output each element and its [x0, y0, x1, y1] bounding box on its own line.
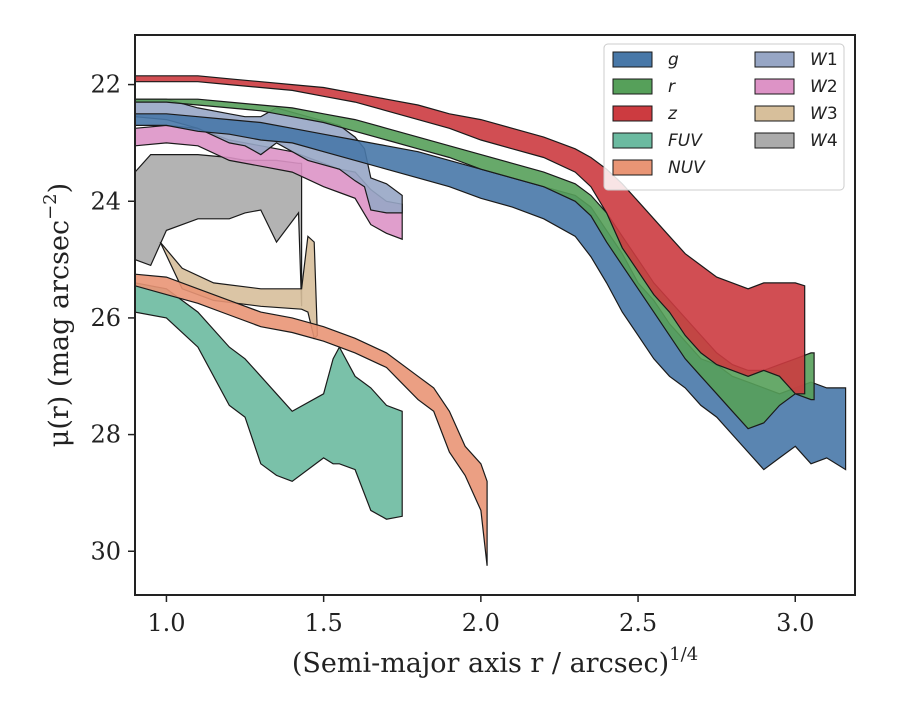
legend-label-r: r: [668, 77, 676, 97]
legend-swatch-w2: [754, 78, 795, 95]
x-tick-label: 2.0: [462, 609, 500, 637]
legend-swatch-nuv: [612, 159, 653, 176]
legend-swatch-z: [612, 105, 653, 122]
legend-label-g: g: [668, 50, 679, 70]
ticks-layer: 1.0 1.5 2.0 2.5 3.0 22 24 26 28 30: [90, 71, 814, 637]
band-r: [135, 98, 815, 430]
x-tick-label: 1.0: [147, 609, 185, 637]
legend-swatch-fuv: [612, 132, 653, 149]
x-axis-title-exponent: 1/4: [669, 644, 698, 665]
legend-swatch-w4: [754, 132, 795, 149]
band-g: [135, 113, 847, 471]
y-tick-label: 28: [90, 421, 121, 449]
x-tick-label: 2.5: [619, 609, 657, 637]
legend-label-w3: W3: [810, 104, 838, 124]
legend-label-nuv: NUV: [668, 158, 706, 178]
y-axis-title-text: μ(r) (mag arcsec: [44, 220, 75, 447]
band-nuv: [135, 273, 488, 566]
plot-frame: [134, 34, 856, 596]
y-tick-label: 22: [90, 71, 121, 99]
y-tick-label: 24: [90, 187, 121, 215]
legend-label-fuv: FUV: [668, 131, 703, 151]
y-axis-title: μ(r) (mag arcsec−2): [40, 183, 75, 447]
legend: grz FUV NUV W1 W2 W3 W4: [603, 43, 845, 191]
legend-label-w4: W4: [810, 131, 838, 151]
legend-label-z: z: [667, 104, 678, 124]
bands-layer: [135, 75, 847, 566]
y-tick-label: 30: [90, 537, 121, 565]
x-tick-label: 1.5: [305, 609, 343, 637]
y-tick-label: 26: [90, 304, 121, 332]
x-axis-title-text: (Semi-major axis r / arcsec): [292, 648, 669, 679]
legend-label-w1: W1: [810, 50, 838, 70]
legend-swatch-w1: [754, 51, 795, 68]
legend-swatch-r: [612, 78, 653, 95]
legend-label-w2: W2: [810, 77, 838, 97]
legend-swatch-w3: [754, 105, 795, 122]
y-axis-title-close: ): [44, 183, 75, 194]
band-fuv: [135, 282, 403, 520]
legend-swatch-g: [612, 51, 653, 68]
x-axis-title: (Semi-major axis r / arcsec)1/4: [292, 644, 698, 679]
band-z: [135, 75, 806, 395]
y-axis-title-exponent: −2: [40, 193, 61, 220]
x-tick-label: 3.0: [776, 609, 814, 637]
